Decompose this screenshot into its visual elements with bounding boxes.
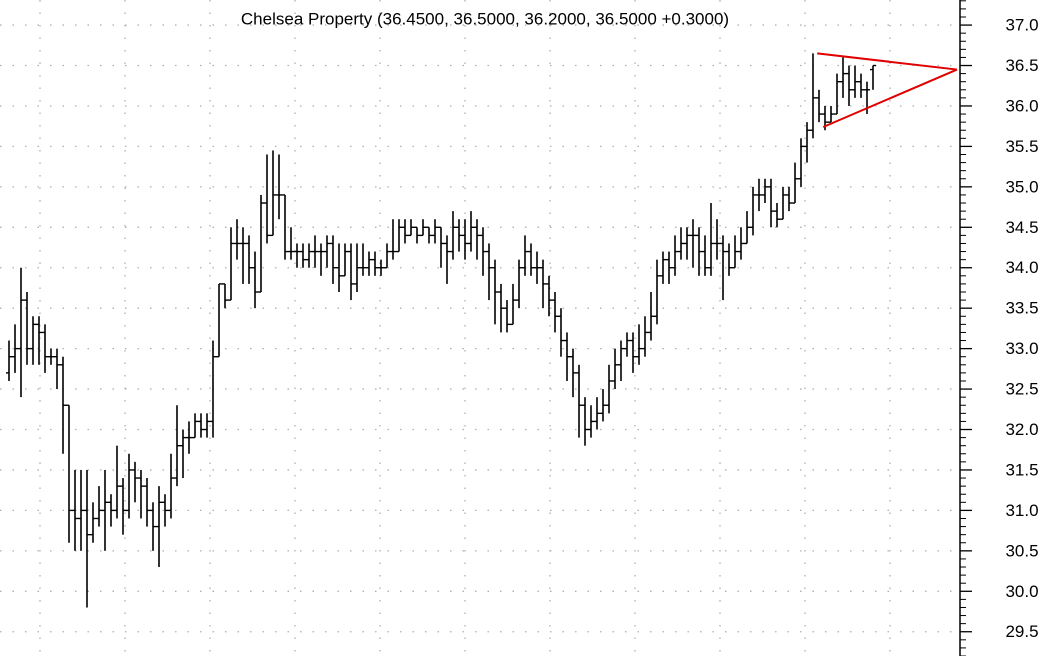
- y-tick-label: 34.0: [1005, 258, 1038, 277]
- y-tick-label: 32.5: [1005, 380, 1038, 399]
- y-tick-label: 34.5: [1005, 218, 1038, 237]
- y-tick-label: 35.0: [1005, 177, 1038, 196]
- y-tick-label: 30.5: [1005, 541, 1038, 560]
- y-tick-label: 29.5: [1005, 622, 1038, 641]
- y-tick-label: 31.0: [1005, 501, 1038, 520]
- ohlc-bars: [6, 52, 958, 608]
- y-tick-label: 31.5: [1005, 460, 1038, 479]
- trendline: [817, 52, 958, 71]
- chart-title: Chelsea Property (36.4500, 36.5000, 36.2…: [241, 9, 729, 28]
- y-tick-label: 36.0: [1005, 96, 1038, 115]
- y-tick-label: 33.5: [1005, 299, 1038, 318]
- y-tick-label: 37.0: [1005, 16, 1038, 35]
- y-tick-label: 33.0: [1005, 339, 1038, 358]
- trendline: [822, 68, 958, 128]
- y-tick-label: 30.0: [1005, 582, 1038, 601]
- y-tick-label: 32.0: [1005, 420, 1038, 439]
- price-grid: [0, 24, 960, 633]
- y-tick-label: 36.5: [1005, 56, 1038, 75]
- y-axis: 29.5 30.0 30.5 31.0 31.5 32.0 32.5 33.0 33.5 34.0…: [959, 0, 1039, 656]
- time-grid: [39, 0, 891, 656]
- y-tick-label: 35.5: [1005, 137, 1038, 156]
